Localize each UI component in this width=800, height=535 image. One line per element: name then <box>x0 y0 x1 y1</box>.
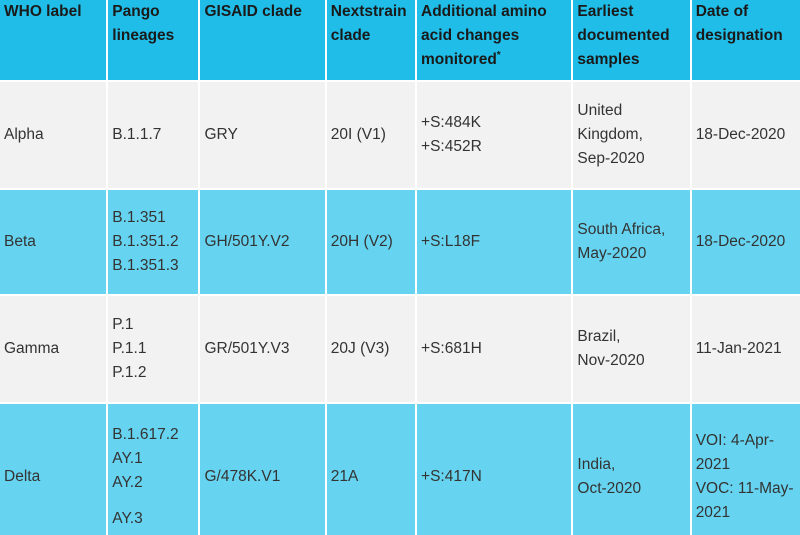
cell-line: Beta <box>4 233 36 250</box>
cell-line: +S:L18F <box>421 233 481 250</box>
cell-line: B.1.351.3 <box>112 257 179 274</box>
table-cell: G/478K.V1 <box>200 404 325 535</box>
table-cell: B.1.351 B.1.351.2 B.1.351.3 <box>108 190 199 294</box>
header-cell: GISAID clade <box>200 0 325 80</box>
cell-line: B.1.1.7 <box>112 126 162 143</box>
table-row: Alpha B.1.1.7 GRY 20I (V1) +S:484K +S:452R Uni… <box>0 82 800 188</box>
cell-line: B.1.351.2 <box>112 233 179 250</box>
header-text: Pango lineages <box>112 3 175 44</box>
footnote-mark: * <box>496 49 501 61</box>
table-cell: 20H (V2) <box>326 190 416 294</box>
cell-line: GH/501Y.V2 <box>204 233 290 250</box>
table-cell: India, Oct-2020 <box>573 404 690 535</box>
table-cell: B.1.617.2 AY.1 AY.2 AY.3 <box>108 404 199 535</box>
table-body: Alpha B.1.1.7 GRY 20I (V1) +S:484K +S:452R Uni… <box>0 82 800 535</box>
cell-line: AY.3 <box>112 510 143 527</box>
table-row: Gamma P.1 P.1.1 P.1.2 GR/501Y.V3 20J (V3) +S:6… <box>0 296 800 402</box>
table-cell: 11-Jan-2021 <box>691 296 800 402</box>
table-cell: 20I (V1) <box>326 82 416 188</box>
header-row: WHO label Pango lineages GISAID clade Nexts… <box>0 0 800 80</box>
cell-line: United Kingdom, <box>577 102 643 143</box>
cell-line: AY.2 <box>112 474 143 491</box>
header-cell: Additional amino acid changes monitored* <box>417 0 572 80</box>
table-cell: GR/501Y.V3 <box>200 296 325 402</box>
header-text: Earliest documented samples <box>577 3 670 68</box>
table-row: Delta B.1.617.2 AY.1 AY.2 AY.3 G/478K.V1 21A +S… <box>0 404 800 535</box>
table-cell: +S:417N <box>417 404 572 535</box>
table-cell: Beta <box>0 190 107 294</box>
header-cell: Pango lineages <box>108 0 199 80</box>
table-cell: Gamma <box>0 296 107 402</box>
table-cell: 18-Dec-2020 <box>691 190 800 294</box>
cell-line: +S:417N <box>421 468 482 485</box>
header-cell: Nextstrain clade <box>326 0 416 80</box>
cell-line: 20I (V1) <box>330 126 386 143</box>
cell-line: Alpha <box>4 126 44 143</box>
cell-line: P.1.2 <box>112 364 147 381</box>
cell-line: B.1.617.2 <box>112 426 179 443</box>
cell-line: 21A <box>330 468 359 485</box>
table-cell: 21A <box>326 404 416 535</box>
header-text: Nextstrain clade <box>330 3 407 44</box>
cell-line: GR/501Y.V3 <box>204 340 290 357</box>
table-cell: GH/501Y.V2 <box>200 190 325 294</box>
cell-line: 20J (V3) <box>330 340 390 357</box>
table-cell: +S:L18F <box>417 190 572 294</box>
cell-line: P.1 <box>112 316 134 333</box>
cell-line: Nov-2020 <box>577 352 645 369</box>
cell-line: May-2020 <box>577 245 647 262</box>
cell-line: +S:452R <box>421 138 482 155</box>
cell-line: G/478K.V1 <box>204 468 281 485</box>
header-cell: Earliest documented samples <box>573 0 690 80</box>
table-cell: P.1 P.1.1 P.1.2 <box>108 296 199 402</box>
cell-line: Sep-2020 <box>577 150 645 167</box>
table-cell: GRY <box>200 82 325 188</box>
table-cell: B.1.1.7 <box>108 82 199 188</box>
table-cell: Brazil, Nov-2020 <box>573 296 690 402</box>
table-row: Beta B.1.351 B.1.351.2 B.1.351.3 GH/501Y.V2 2… <box>0 190 800 294</box>
header-text: Date of designation <box>695 3 783 44</box>
table-cell: Alpha <box>0 82 107 188</box>
cell-line: Delta <box>4 468 41 485</box>
table-cell: 18-Dec-2020 <box>691 82 800 188</box>
table-cell: VOI: 4-Apr-2021 VOC: 11-May-2021 <box>691 404 800 535</box>
cell-line: AY.1 <box>112 450 143 467</box>
cell-line: 18-Dec-2020 <box>695 233 786 250</box>
cell-line: India, <box>577 456 616 473</box>
header-text: WHO label <box>4 3 82 20</box>
table-cell: +S:681H <box>417 296 572 402</box>
header-cell: Date of designation <box>691 0 800 80</box>
cell-line: Gamma <box>4 340 60 357</box>
header-text: GISAID clade <box>204 3 302 20</box>
cell-line: +S:681H <box>421 340 482 357</box>
header-cell: WHO label <box>0 0 107 80</box>
cell-line: VOC: 11-May-2021 <box>695 480 794 521</box>
table-cell: South Africa, May-2020 <box>573 190 690 294</box>
cell-line: P.1.1 <box>112 340 147 357</box>
cell-line: South Africa, <box>577 221 666 238</box>
table-cell: +S:484K +S:452R <box>417 82 572 188</box>
cell-line: 11-Jan-2021 <box>695 340 782 357</box>
cell-line: Oct-2020 <box>577 480 642 497</box>
header-text: Additional amino acid changes monitored <box>421 3 547 68</box>
cell-line: GRY <box>204 126 238 143</box>
cell-line: Brazil, <box>577 328 621 345</box>
table-cell: 20J (V3) <box>326 296 416 402</box>
cell-line: B.1.351 <box>112 209 166 226</box>
table-cell: Delta <box>0 404 107 535</box>
cell-line: VOI: 4-Apr-2021 <box>695 432 775 473</box>
cell-line: 18-Dec-2020 <box>695 126 786 143</box>
cell-line: +S:484K <box>421 114 481 131</box>
table-cell: United Kingdom, Sep-2020 <box>573 82 690 188</box>
cell-line: 20H (V2) <box>330 233 393 250</box>
